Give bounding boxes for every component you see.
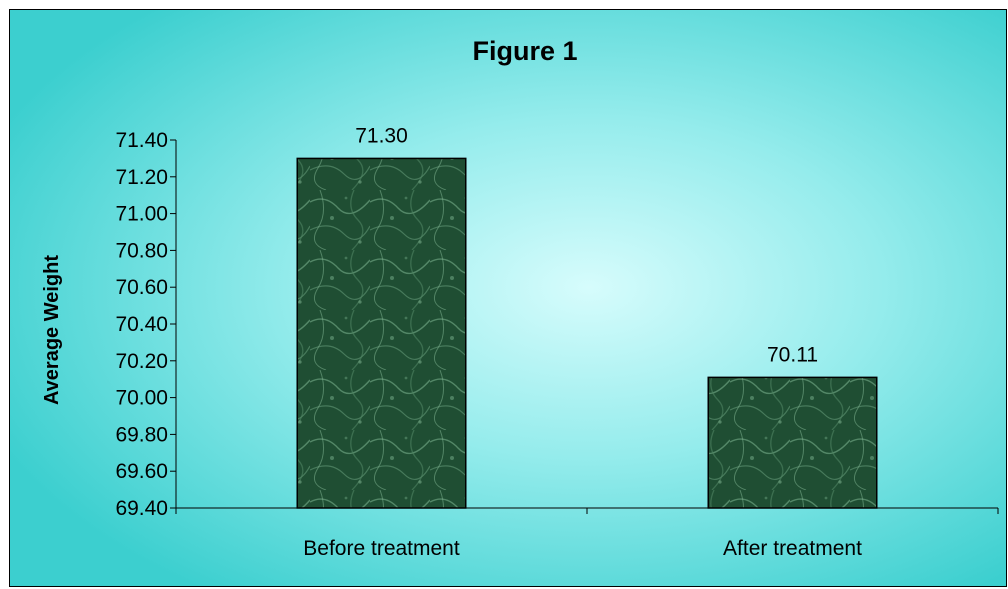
data-label: 70.11 <box>767 343 818 366</box>
category-label: After treatment <box>723 537 862 560</box>
bar-chart: Figure 1 Average Weight 69.40 69.60 69.80 7… <box>10 10 1006 586</box>
y-tick-label: 70.40 <box>115 313 168 336</box>
bars <box>296 157 878 509</box>
y-tick-label: 71.00 <box>115 203 168 226</box>
data-labels: 71.30 70.11 <box>355 124 818 366</box>
y-axis-ticks: 69.40 69.60 69.80 70.00 70.20 70.40 70.60 70.80… <box>115 129 177 520</box>
y-tick-label: 69.60 <box>115 460 168 483</box>
y-tick-label: 70.20 <box>115 350 168 373</box>
bar-after-treatment <box>707 376 878 509</box>
y-tick-label: 70.00 <box>115 387 168 410</box>
y-tick-label: 69.80 <box>115 423 168 446</box>
category-labels: Before treatment After treatment <box>303 537 862 560</box>
y-tick-label: 71.20 <box>115 166 168 189</box>
chart-frame: Figure 1 Average Weight 69.40 69.60 69.80 7… <box>9 9 1007 587</box>
y-axis-label: Average Weight <box>41 255 63 405</box>
data-label: 71.30 <box>355 124 408 147</box>
bar-before-treatment <box>296 157 467 509</box>
y-tick-label: 70.60 <box>115 276 168 299</box>
y-tick-label: 71.40 <box>115 129 168 152</box>
x-axis <box>175 507 999 514</box>
y-tick-label: 69.40 <box>115 497 168 520</box>
chart-title: Figure 1 <box>472 36 577 66</box>
y-tick-label: 70.80 <box>115 239 168 262</box>
category-label: Before treatment <box>303 537 460 560</box>
